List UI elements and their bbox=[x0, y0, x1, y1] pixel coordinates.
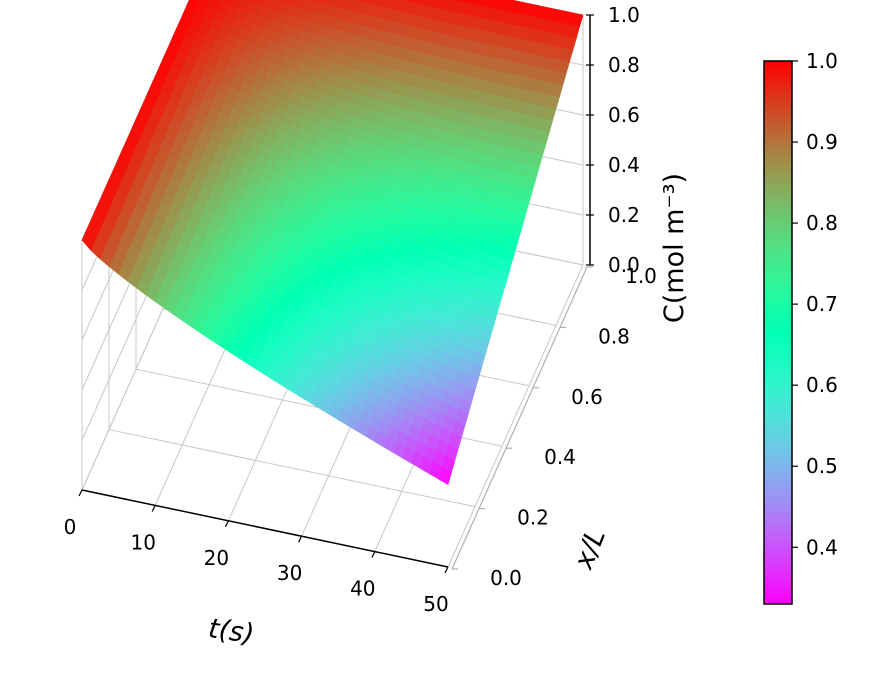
x-over-L-axis-line bbox=[451, 266, 588, 570]
t-tick bbox=[444, 566, 449, 574]
surface-patch bbox=[438, 467, 452, 485]
t-tick-label: 30 bbox=[277, 561, 302, 585]
x-over-L-tick-label: 0.4 bbox=[544, 445, 576, 469]
colorbar-tick-label: 0.5 bbox=[806, 454, 838, 478]
colorbar-tick-label: 1.0 bbox=[806, 49, 838, 73]
C-tick-label: 0.4 bbox=[608, 153, 640, 177]
t-axis-ticks: 0 10 20 30 40 50 bbox=[64, 489, 449, 616]
colorbar bbox=[763, 60, 793, 605]
colorbar-tick-label: 0.9 bbox=[806, 130, 838, 154]
x-over-L-axis-ticks: 0.0 0.2 0.4 0.6 0.8 1.0 bbox=[452, 264, 657, 590]
x-over-L-tick-label: 1.0 bbox=[625, 264, 657, 288]
C-axis-ticks: 0.0 0.2 0.4 0.6 0.8 1.0 bbox=[586, 3, 640, 277]
t-tick-label: 20 bbox=[204, 546, 229, 570]
t-tick bbox=[371, 551, 376, 558]
colorbar-tick-label: 0.6 bbox=[806, 373, 838, 397]
t-tick bbox=[298, 535, 303, 543]
t-tick bbox=[224, 520, 229, 528]
axes-lines bbox=[81, 15, 591, 570]
C-tick-label: 0.0 bbox=[608, 253, 640, 277]
C-tick-label: 0.8 bbox=[608, 53, 640, 77]
C-axis-label: C(mol m⁻³) bbox=[659, 173, 690, 323]
x-over-L-tick-label: 0.8 bbox=[598, 324, 630, 348]
x-over-L-axis-label: x/L bbox=[568, 524, 612, 574]
x-over-L-tick-label: 0.6 bbox=[571, 385, 603, 409]
colorbar-tick-label: 0.4 bbox=[806, 535, 838, 559]
C-tick-label: 0.6 bbox=[608, 103, 640, 127]
t-tick-label: 10 bbox=[130, 530, 155, 554]
t-tick bbox=[151, 505, 156, 512]
t-axis-line bbox=[81, 489, 449, 568]
t-tick-label: 50 bbox=[423, 592, 448, 616]
colorbar-tick-label: 0.8 bbox=[806, 211, 838, 235]
x-over-L-tick-label: 0.2 bbox=[517, 506, 549, 530]
C-tick-label: 0.2 bbox=[608, 203, 640, 227]
colorbar-ticks: 0.4 0.5 0.6 0.7 0.8 0.9 1.0 bbox=[792, 49, 838, 559]
t-axis-label: t(s) bbox=[206, 613, 256, 650]
t-tick-label: 0 bbox=[64, 515, 77, 539]
C-tick-label: 1.0 bbox=[608, 3, 640, 27]
t-tick bbox=[78, 489, 83, 497]
concentration-surface bbox=[81, 0, 584, 485]
t-tick-label: 40 bbox=[350, 577, 375, 601]
colorbar-tick-label: 0.7 bbox=[806, 292, 838, 316]
x-over-L-tick-label: 0.0 bbox=[490, 566, 522, 590]
